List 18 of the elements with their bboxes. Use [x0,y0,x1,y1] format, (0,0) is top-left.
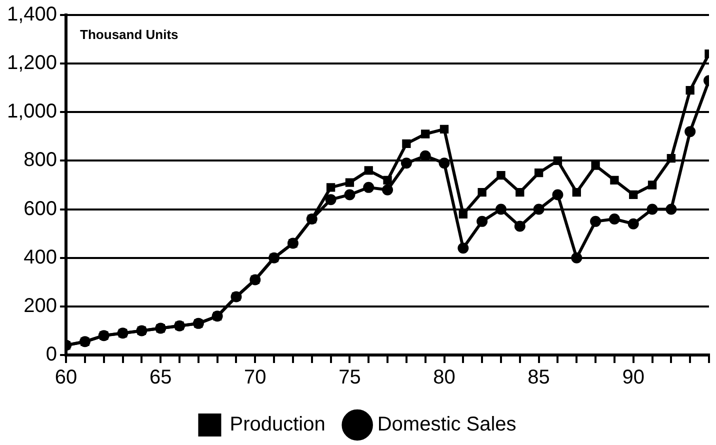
y-tick-label: 0 [46,344,58,366]
x-tick-label: 90 [622,366,644,389]
legend-label: Production [230,414,326,436]
x-tick-label: 65 [149,366,172,389]
y-tick-label: 600 [24,198,58,220]
x-tick-label: 75 [338,366,361,389]
x-tick-label: 70 [244,366,266,389]
y-tick-label: 400 [24,246,58,268]
y-tick-label: 1,400 [6,4,58,26]
x-tick-label: 60 [54,366,78,389]
x-tick-label: 85 [528,366,550,389]
y-tick-label: 1,200 [6,52,58,74]
y-tick-label: 800 [24,149,58,172]
y-axis-title: Thousand Units [80,27,178,42]
y-tick-label: 1,000 [6,100,58,123]
y-tick-label: 200 [24,294,58,317]
legend-label: Domestic Sales [377,414,516,436]
x-tick-label: 80 [433,366,456,389]
